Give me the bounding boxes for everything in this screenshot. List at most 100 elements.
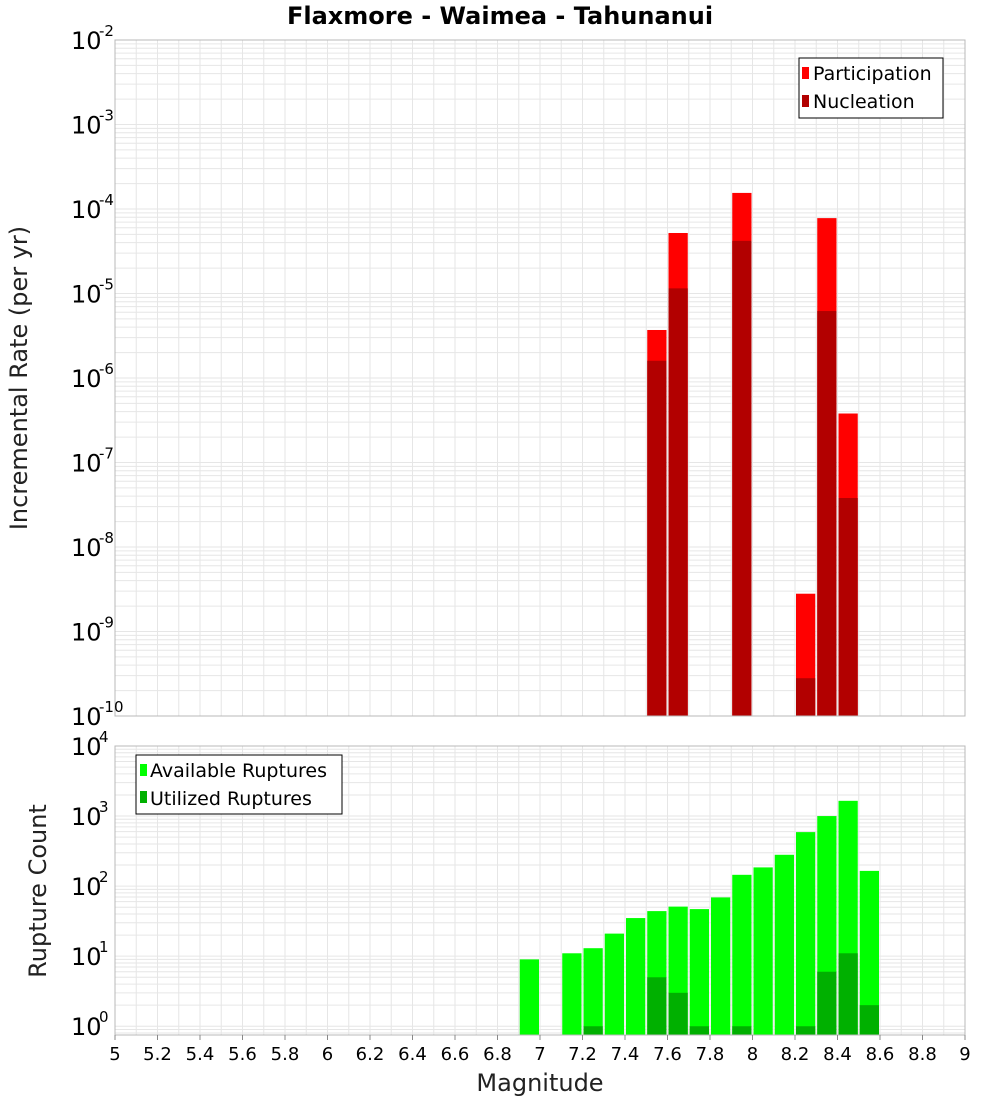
x-tick-label: 6.4 [398,1044,427,1065]
x-tick-label: 8.8 [908,1044,937,1065]
nucleation-bar [817,311,837,716]
y-tick-exponent: -5 [99,276,114,294]
count-y-axis-label: Rupture Count [24,804,52,978]
y-tick-label: 10 [71,27,102,55]
legend-swatch-available [140,764,147,776]
utilized-bar [689,1026,709,1035]
available-bar [859,870,879,1035]
available-bar [774,854,794,1035]
x-tick-label: 7.6 [653,1044,682,1065]
utilized-bar [817,971,837,1035]
y-tick-exponent: -6 [99,360,114,378]
y-tick-label: 10 [71,281,102,309]
x-tick-label: 7 [534,1044,545,1065]
x-tick-label: 5.6 [228,1044,257,1065]
legend-label-utilized: Utilized Ruptures [150,788,312,810]
count-legend-box [135,754,343,815]
legend-label-nucleation: Nucleation [813,91,915,113]
utilized-bar [838,953,858,1035]
y-tick-exponent: 1 [99,938,109,956]
available-bar [732,874,752,1035]
legend-swatch-participation [802,67,809,79]
rate-bars [647,192,858,716]
available-bar [689,909,709,1035]
x-axis-label: Magnitude [476,1069,603,1097]
count-bars [519,800,879,1035]
x-tick-label: 6.8 [483,1044,512,1065]
y-tick-exponent: -9 [99,614,114,632]
available-bar [583,948,603,1035]
y-tick-label: 10 [71,619,102,647]
available-bar [711,897,731,1035]
utilized-bar [583,1026,603,1035]
x-tick-label: 5.4 [186,1044,215,1065]
x-tick-label: 8.4 [823,1044,852,1065]
x-tick-label: 8 [747,1044,758,1065]
utilized-bar [647,977,667,1035]
nucleation-bar [732,240,752,716]
x-tick-label: 7.2 [568,1044,597,1065]
x-tick-label: 8.2 [781,1044,810,1065]
y-tick-exponent: -7 [99,445,114,463]
nucleation-bar [838,498,858,716]
nucleation-bar [668,288,688,716]
nucleation-bar [647,360,667,716]
legend-swatch-nucleation [802,95,809,107]
x-tick-label: 6 [322,1044,333,1065]
y-tick-exponent: -4 [99,191,114,209]
x-tick-label: 9 [959,1044,970,1065]
chart-title: Flaxmore - Waimea - Tahunanui [287,2,713,30]
y-tick-label: 10 [71,112,102,140]
available-bar [562,953,582,1035]
count-legend: Available Ruptures Utilized Ruptures [135,754,343,815]
y-tick-label: 10 [71,450,102,478]
y-tick-label: 10 [71,534,102,562]
x-tick-label: 7.8 [696,1044,725,1065]
y-tick-label: 10 [71,733,102,761]
available-bar [519,959,539,1035]
rate-legend-box [798,57,944,119]
x-tick-label: 6.2 [356,1044,385,1065]
y-tick-exponent: -10 [99,698,124,716]
utilized-bar [668,992,688,1035]
legend-label-participation: Participation [813,63,932,85]
utilized-bar [859,1005,879,1035]
x-tick-label: 7.4 [611,1044,640,1065]
y-tick-label: 10 [71,196,102,224]
y-tick-label: 10 [71,703,102,731]
available-bar [796,832,816,1035]
y-tick-exponent: 2 [99,868,109,886]
rate-plot-frame [114,39,966,717]
count-x-ticks: 5 5.2 5.4 5.6 5.8 6 6.2 6.4 6.6 6.8 7 7.2 7.4 7.6 7.8 8… [109,1035,971,1065]
y-tick-label: 10 [71,365,102,393]
rate-legend: Participation Nucleation [798,57,944,119]
rate-y-ticks: 10-210-310-410-510-610-710-810-910-10 [71,22,124,731]
legend-swatch-utilized [140,791,147,803]
utilized-bar [796,1026,816,1035]
rate-panel: 10-210-310-410-510-610-710-810-910-10 In… [5,22,966,731]
x-tick-label: 5.2 [143,1044,172,1065]
nucleation-bar [796,678,816,716]
x-tick-label: 8.6 [866,1044,895,1065]
y-tick-exponent: -8 [99,529,114,547]
y-tick-label: 10 [71,943,102,971]
y-tick-label: 10 [71,803,102,831]
available-bar [753,867,773,1035]
y-tick-exponent: 4 [99,728,109,746]
available-bar [626,918,646,1035]
rate-y-axis-label: Incremental Rate (per yr) [5,226,33,530]
y-tick-exponent: 3 [99,798,109,816]
x-tick-label: 5.8 [271,1044,300,1065]
y-tick-label: 10 [71,1013,102,1041]
available-bar [604,933,624,1035]
y-tick-exponent: 0 [99,1008,109,1026]
x-tick-label: 6.6 [441,1044,470,1065]
y-tick-exponent: -2 [99,22,114,40]
x-tick-label: 5 [109,1044,120,1065]
legend-label-available: Available Ruptures [150,760,327,782]
y-tick-exponent: -3 [99,107,114,125]
utilized-bar [732,1026,752,1035]
